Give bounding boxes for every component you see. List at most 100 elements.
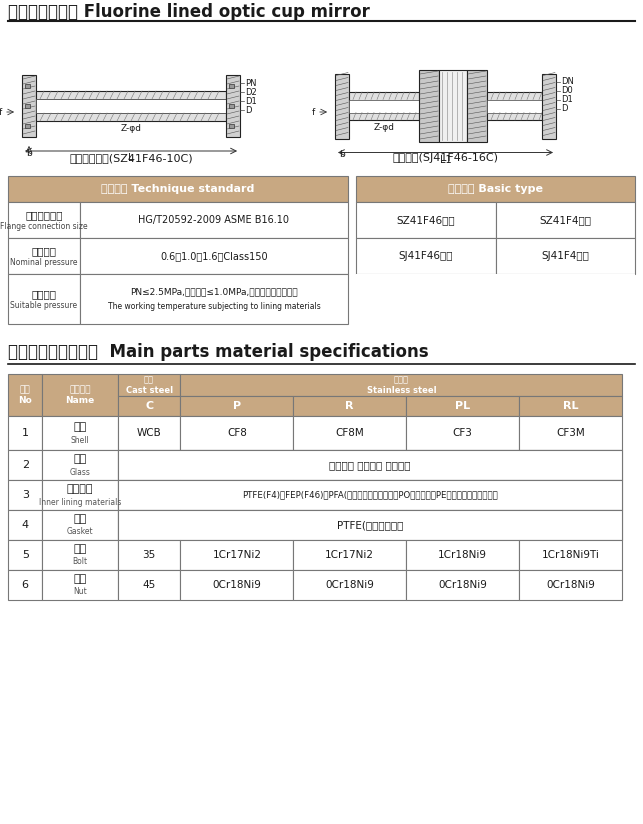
Text: b: b xyxy=(339,150,345,159)
Bar xyxy=(8,416,42,450)
Bar xyxy=(8,570,42,600)
Bar xyxy=(439,70,467,142)
Bar xyxy=(42,540,118,570)
Text: D0: D0 xyxy=(561,86,573,95)
Text: CF3: CF3 xyxy=(453,428,473,438)
Text: PL: PL xyxy=(455,401,470,411)
Bar xyxy=(42,480,118,510)
Text: PTFE(聚四氟乙烯）: PTFE(聚四氟乙烯） xyxy=(337,520,403,530)
Text: 0Cr18Ni9: 0Cr18Ni9 xyxy=(325,580,374,590)
Text: 1Cr18Ni9Ti: 1Cr18Ni9Ti xyxy=(542,550,600,560)
Bar xyxy=(42,374,118,416)
Bar xyxy=(356,202,496,238)
Text: 螺母: 螺母 xyxy=(73,574,87,584)
Text: The working temperature subjecting to lining materials: The working temperature subjecting to li… xyxy=(107,302,320,311)
Text: Nominal pressure: Nominal pressure xyxy=(10,258,78,266)
Bar xyxy=(519,540,622,570)
Bar xyxy=(519,570,622,600)
Bar xyxy=(22,75,36,137)
Text: f: f xyxy=(312,107,315,116)
Text: CF3M: CF3M xyxy=(556,428,585,438)
Text: b: b xyxy=(26,148,32,157)
Bar xyxy=(349,92,419,120)
Bar xyxy=(181,450,293,480)
Text: 45: 45 xyxy=(143,580,156,590)
Bar xyxy=(406,396,519,416)
Text: 1Cr17Ni2: 1Cr17Ni2 xyxy=(325,550,374,560)
Text: 螺栓: 螺栓 xyxy=(73,544,87,554)
Bar xyxy=(496,202,635,238)
Bar xyxy=(293,480,406,510)
Bar xyxy=(118,570,181,600)
Bar xyxy=(229,104,234,108)
Bar xyxy=(80,238,348,274)
Bar xyxy=(118,540,181,570)
Text: CF8M: CF8M xyxy=(336,428,364,438)
Text: 主要零件部件材料表  Main parts material specifications: 主要零件部件材料表 Main parts material specificat… xyxy=(8,343,429,361)
Bar xyxy=(42,570,118,600)
Bar xyxy=(181,480,293,510)
Text: 35: 35 xyxy=(143,550,156,560)
Text: 6: 6 xyxy=(22,580,29,590)
Text: L1: L1 xyxy=(440,155,451,165)
Text: P: P xyxy=(233,401,241,411)
Text: PN: PN xyxy=(245,78,257,87)
Bar xyxy=(8,274,80,324)
Bar xyxy=(118,450,181,480)
Text: 0Cr18Ni9: 0Cr18Ni9 xyxy=(212,580,261,590)
Text: 垫片: 垫片 xyxy=(73,514,87,524)
Bar xyxy=(293,570,406,600)
Bar xyxy=(42,416,118,450)
Text: Nut: Nut xyxy=(73,588,87,597)
Bar xyxy=(181,570,293,600)
Text: SJ41F46直通: SJ41F46直通 xyxy=(399,251,453,261)
Text: 基本型号 Basic type: 基本型号 Basic type xyxy=(448,184,543,194)
Bar xyxy=(519,450,622,480)
Bar xyxy=(8,540,42,570)
Text: Suitable pressure: Suitable pressure xyxy=(10,301,78,310)
Text: DN: DN xyxy=(561,77,574,86)
Text: Z-φd: Z-φd xyxy=(374,123,395,132)
Bar xyxy=(519,480,622,510)
Bar xyxy=(25,104,30,108)
Bar xyxy=(181,510,293,540)
Text: 1: 1 xyxy=(22,428,29,438)
Bar xyxy=(419,70,439,142)
Bar xyxy=(335,73,349,138)
Bar xyxy=(519,510,622,540)
Bar xyxy=(181,374,622,396)
Bar xyxy=(519,396,622,416)
Bar xyxy=(42,450,118,480)
Bar xyxy=(487,92,542,120)
Bar xyxy=(8,450,42,480)
Bar xyxy=(293,540,406,570)
Bar xyxy=(118,510,181,540)
Bar xyxy=(8,480,42,510)
Bar xyxy=(25,84,30,88)
Text: 4: 4 xyxy=(22,520,29,530)
Text: Bolt: Bolt xyxy=(73,558,87,567)
Bar xyxy=(80,202,348,238)
Bar xyxy=(293,510,406,540)
Bar xyxy=(25,124,30,128)
Text: Flange connection size: Flange connection size xyxy=(0,222,88,231)
Text: Shell: Shell xyxy=(71,436,89,444)
Text: 法兰连接尺寸: 法兰连接尺寸 xyxy=(25,210,63,220)
Bar xyxy=(8,510,42,540)
Text: 碳钢
Cast steel: 碳钢 Cast steel xyxy=(125,375,172,395)
Bar xyxy=(36,99,226,113)
Bar xyxy=(8,374,42,416)
Text: 序号
No: 序号 No xyxy=(19,386,32,405)
Bar xyxy=(467,70,487,142)
Text: 1Cr17Ni2: 1Cr17Ni2 xyxy=(212,550,261,560)
Text: WCB: WCB xyxy=(137,428,161,438)
Text: D1: D1 xyxy=(561,95,573,104)
Bar xyxy=(80,274,348,324)
Text: 直通视镜(SJ41F46-16C): 直通视镜(SJ41F46-16C) xyxy=(392,153,498,163)
Text: CF8: CF8 xyxy=(227,428,247,438)
Text: PN≤2.5MPa,工作压力≤1.0MPa,工作温度视衬里材料: PN≤2.5MPa,工作压力≤1.0MPa,工作温度视衬里材料 xyxy=(130,288,298,297)
Bar xyxy=(36,91,226,121)
Text: D1: D1 xyxy=(245,96,257,105)
Text: 1Cr18Ni9: 1Cr18Ni9 xyxy=(438,550,487,560)
Text: 技术标准 Technique standard: 技术标准 Technique standard xyxy=(102,184,255,194)
